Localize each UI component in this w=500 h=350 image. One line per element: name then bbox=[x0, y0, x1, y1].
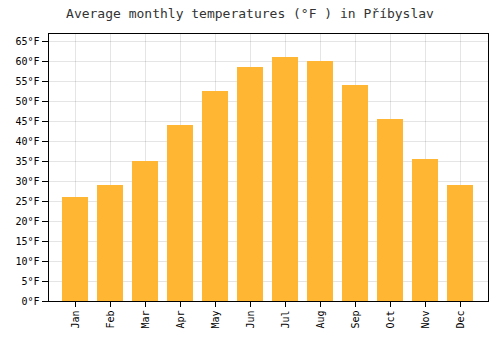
svg-text:Jan: Jan bbox=[70, 311, 81, 329]
svg-text:10°F: 10°F bbox=[15, 256, 39, 267]
svg-text:15°F: 15°F bbox=[15, 236, 39, 247]
svg-text:30°F: 30°F bbox=[15, 176, 39, 187]
svg-text:Apr: Apr bbox=[175, 311, 186, 329]
svg-text:Feb: Feb bbox=[105, 311, 116, 329]
svg-text:50°F: 50°F bbox=[15, 96, 39, 107]
svg-text:40°F: 40°F bbox=[15, 136, 39, 147]
svg-text:55°F: 55°F bbox=[15, 76, 39, 87]
svg-text:25°F: 25°F bbox=[15, 196, 39, 207]
svg-text:Dec: Dec bbox=[455, 311, 466, 329]
svg-text:May: May bbox=[210, 311, 221, 329]
svg-text:Mar: Mar bbox=[140, 311, 151, 329]
svg-text:60°F: 60°F bbox=[15, 56, 39, 67]
svg-text:35°F: 35°F bbox=[15, 156, 39, 167]
svg-text:Sep: Sep bbox=[350, 311, 361, 329]
svg-text:20°F: 20°F bbox=[15, 216, 39, 227]
svg-text:Jun: Jun bbox=[245, 311, 256, 329]
svg-text:5°F: 5°F bbox=[21, 276, 39, 287]
svg-text:65°F: 65°F bbox=[15, 36, 39, 47]
svg-text:Jul: Jul bbox=[280, 311, 291, 329]
svg-text:Oct: Oct bbox=[385, 311, 396, 329]
svg-text:0°F: 0°F bbox=[21, 296, 39, 307]
svg-text:Nov: Nov bbox=[420, 311, 431, 329]
html-text:Average monthly temperatures (: Average monthly temperatures (°F ) in Př… bbox=[66, 6, 434, 21]
svg-text:45°F: 45°F bbox=[15, 116, 39, 127]
svg-text:Aug: Aug bbox=[315, 311, 326, 329]
